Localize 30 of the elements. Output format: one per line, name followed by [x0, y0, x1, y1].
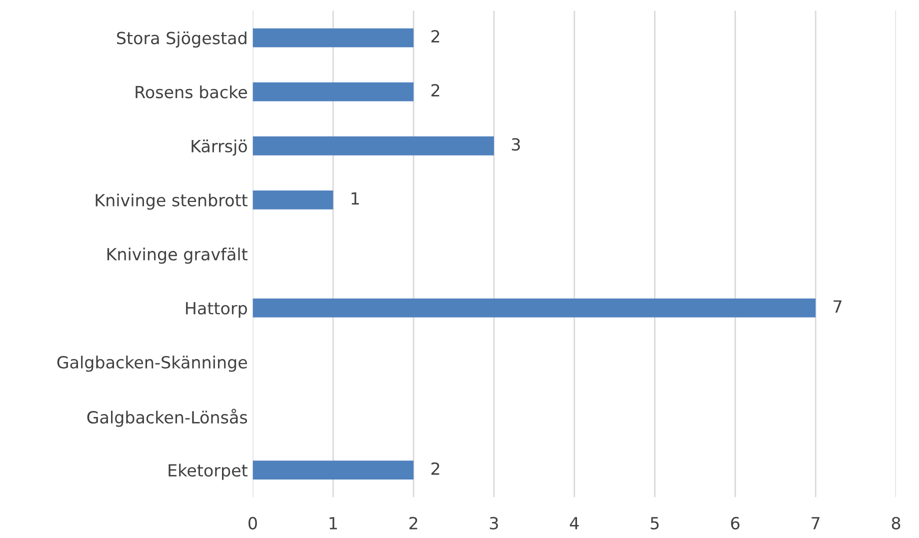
y-tick-label: Knivinge gravfält	[107, 248, 248, 264]
x-tick-label: 4	[570, 517, 579, 530]
y-tick-label: Stora Sjögestad	[117, 31, 246, 48]
x-tick-label: 1	[330, 517, 337, 530]
data-label: 3	[512, 138, 520, 151]
y-tick-label: Knivinge stenbrott	[96, 194, 248, 210]
y-tick-label: Galgbacken-Skänninge	[57, 356, 247, 372]
y-tick-label: Rosens backe	[136, 85, 247, 98]
bar	[252, 82, 414, 102]
bar	[252, 28, 414, 48]
data-label: 1	[352, 192, 359, 204]
bar	[252, 460, 414, 480]
y-tick-label: Eketorpet	[168, 464, 248, 480]
bar	[252, 136, 494, 156]
data-label: 2	[431, 30, 440, 42]
data-label: 2	[431, 462, 440, 475]
x-tick-label: 8	[892, 516, 900, 530]
x-tick-label: 5	[650, 517, 659, 530]
x-tick-label: 2	[409, 516, 418, 530]
y-tick-label: Galgbacken-Lönsås	[87, 408, 248, 427]
x-tick-label: 7	[812, 517, 820, 530]
bar	[252, 298, 816, 318]
y-tick-label: Kärrsjö	[192, 140, 247, 156]
data-label: 7	[834, 300, 842, 313]
bar	[252, 190, 334, 210]
x-tick-label: 6	[731, 516, 740, 530]
data-label: 2	[431, 84, 440, 96]
x-tick-label: 0	[248, 516, 257, 530]
x-tick-label: 3	[490, 516, 498, 530]
y-tick-label: Hattorp	[186, 302, 247, 318]
